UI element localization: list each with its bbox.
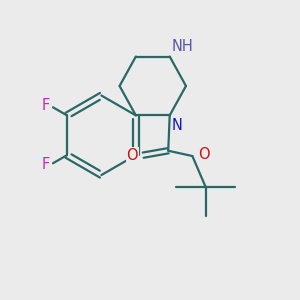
- Text: O: O: [198, 147, 209, 162]
- Text: NH: NH: [172, 39, 194, 54]
- Text: F: F: [41, 157, 50, 172]
- Text: N: N: [172, 118, 183, 133]
- Text: F: F: [41, 98, 50, 113]
- Text: O: O: [126, 148, 138, 163]
